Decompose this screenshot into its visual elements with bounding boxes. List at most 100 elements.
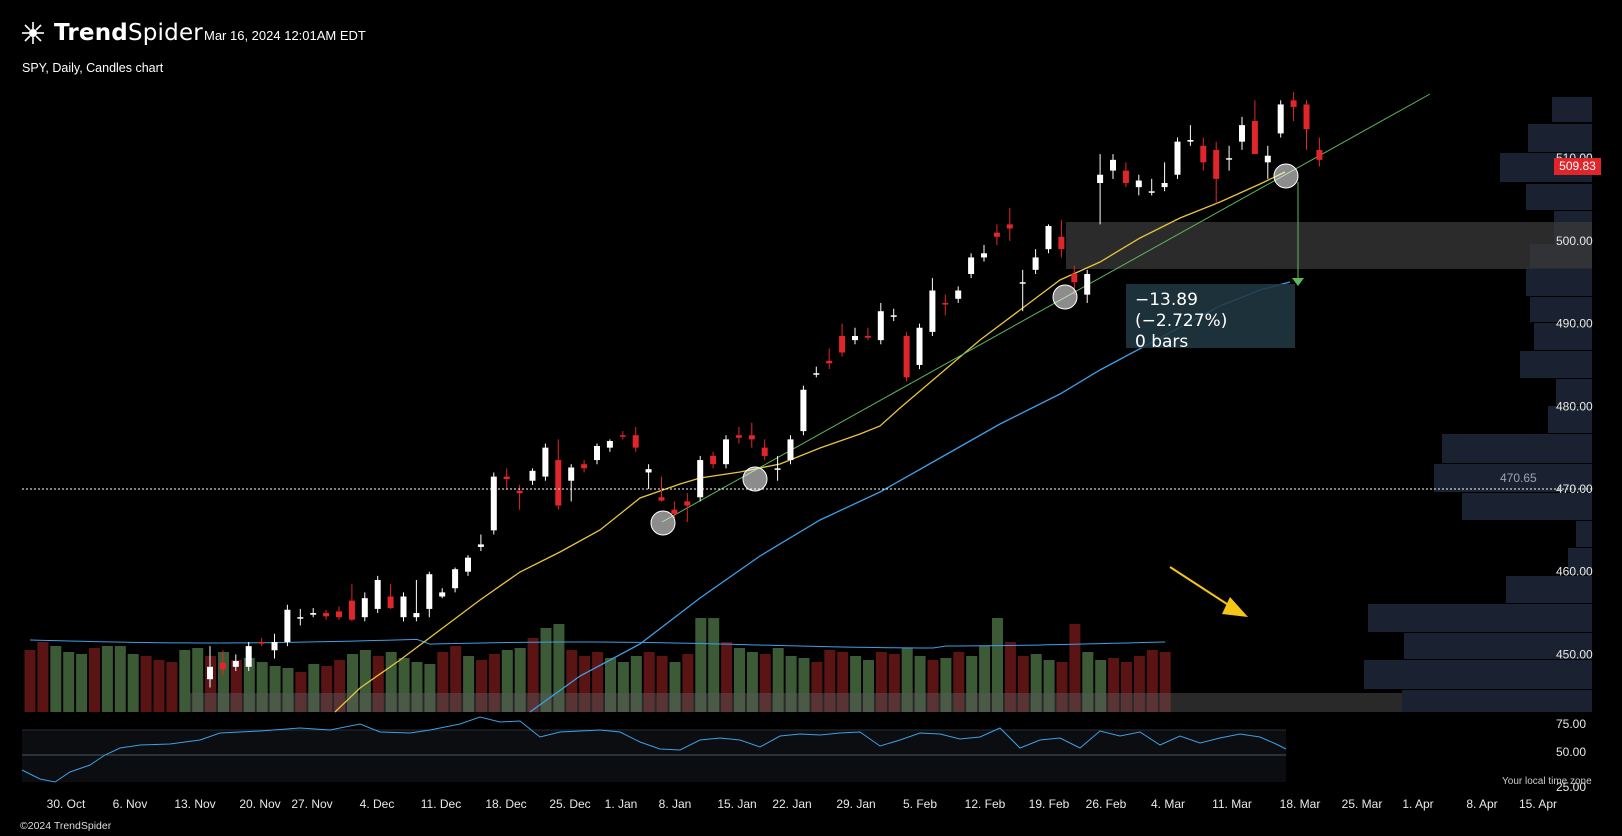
rsi-line: [21, 716, 1287, 783]
candle-body-85: [1303, 104, 1310, 130]
candle-body-26: [542, 447, 549, 477]
local-timezone-label: Your local time zone: [1502, 776, 1592, 787]
candle-body-73: [1148, 191, 1155, 193]
candle-body-51: [864, 336, 871, 338]
volume-bar-34: [463, 656, 475, 712]
rsi-tick-2: 25.00: [1556, 780, 1586, 794]
last-price-badge: 509.83: [1554, 158, 1601, 175]
volume-bar-11: [166, 662, 178, 712]
candle-body-69: [1097, 174, 1104, 184]
brand-logo[interactable]: TrendSpider: [20, 20, 203, 46]
volume-bar-88: [1159, 652, 1171, 712]
candle-body-48: [826, 360, 833, 364]
volume-bar-7: [114, 646, 126, 712]
candle-body-77: [1200, 145, 1207, 163]
candle-body-19: [452, 569, 459, 589]
volume-profile-bar-6: [1526, 269, 1592, 296]
candle-body-28: [568, 467, 575, 481]
measure-tooltip[interactable]: −13.89 (−2.727%) 0 bars: [1126, 284, 1295, 352]
x-tick-19: 11. Mar: [1212, 797, 1252, 811]
candle-body-46: [800, 389, 807, 432]
touch-point-marker-2: [1052, 284, 1078, 310]
candle-body-65: [1045, 226, 1052, 250]
candle-body-86: [1316, 149, 1323, 160]
touch-point-marker-3: [1273, 163, 1299, 189]
x-tick-15: 12. Feb: [965, 797, 1006, 811]
volume-profile-bar-3: [1526, 184, 1592, 210]
candle-body-41: [735, 435, 742, 438]
volume-bar-86: [1133, 656, 1145, 712]
candle-body-18: [439, 592, 446, 597]
volume-bar-53: [708, 618, 720, 712]
volume-bar-33: [450, 646, 462, 712]
candle-body-12: [361, 598, 368, 618]
volume-bar-40: [540, 628, 552, 712]
volume-bar-18: [256, 662, 268, 712]
volume-bar-21: [295, 672, 307, 712]
x-tick-17: 26. Feb: [1086, 797, 1127, 811]
candle-body-67: [1071, 273, 1078, 283]
candle-body-32: [619, 435, 626, 437]
volume-profile-bar-20: [1364, 660, 1592, 689]
annotations[interactable]: [22, 163, 1592, 617]
candle-body-40: [723, 439, 729, 465]
x-tick-22: 1. Apr: [1402, 797, 1433, 811]
candles[interactable]: [207, 92, 1323, 688]
volume-bars: [24, 618, 1171, 712]
candle-body-50: [852, 336, 858, 341]
volume-bar-13: [192, 648, 204, 712]
demand-zone-box: [1066, 222, 1592, 269]
volume-bar-30: [411, 662, 423, 712]
volume-profile-bar-8: [1534, 323, 1592, 350]
volume-profile-bar-12: [1442, 434, 1592, 463]
volume-bar-0: [24, 650, 36, 712]
volume-profile-bar-11: [1548, 406, 1592, 433]
x-tick-7: 18. Dec: [485, 797, 526, 811]
rsi-panel: [21, 716, 1287, 783]
volume-bar-56: [746, 652, 758, 712]
candle-body-70: [1110, 159, 1116, 171]
candle-body-72: [1135, 180, 1142, 188]
measure-bars: 0 bars: [1135, 332, 1189, 352]
volume-bar-6: [101, 646, 113, 712]
brand-name-bold: Trend: [54, 20, 128, 46]
volume-callout-arrow: [1169, 566, 1231, 607]
candle-body-7: [297, 617, 304, 619]
moving-averages: [334, 93, 1431, 713]
volume-bar-64: [850, 656, 862, 712]
x-tick-3: 20. Nov: [239, 797, 280, 811]
x-tick-5: 4. Dec: [360, 797, 395, 811]
volume-bar-73: [966, 656, 978, 712]
candle-body-15: [400, 596, 407, 618]
volume-bar-31: [424, 664, 436, 712]
volume-profile-bar-21: [1402, 690, 1592, 712]
volume-bar-50: [669, 662, 681, 712]
chart-subtitle: SPY, Daily, Candles chart: [22, 61, 164, 75]
volume-bar-54: [721, 642, 733, 712]
candle-body-30: [594, 445, 600, 461]
volume-bar-66: [875, 652, 887, 712]
volume-bar-85: [1121, 662, 1132, 712]
volume-bar-82: [1082, 652, 1094, 712]
candle-body-2: [232, 661, 239, 667]
sma-fast-line: [334, 171, 1286, 713]
volume-bar-74: [979, 646, 991, 712]
volume-bar-3: [63, 652, 75, 712]
x-tick-4: 27. Nov: [291, 797, 332, 811]
volume-bar-47: [630, 656, 642, 712]
candle-body-8: [310, 613, 317, 615]
measure-change: −13.89 (−2.727%): [1135, 290, 1228, 331]
candle-body-13: [374, 579, 381, 609]
volume-bar-67: [888, 654, 900, 712]
x-tick-20: 18. Mar: [1280, 797, 1321, 811]
candle-body-52: [877, 311, 884, 341]
x-tick-21: 25. Mar: [1342, 797, 1383, 811]
volume-profile-bar-0: [1552, 97, 1592, 122]
candle-body-71: [1122, 170, 1129, 184]
candle-body-59: [968, 257, 975, 274]
volume-bar-44: [592, 652, 604, 712]
candle-body-22: [490, 476, 497, 531]
volume-profile-bar-16: [1568, 548, 1592, 575]
volume-bar-37: [501, 650, 513, 712]
